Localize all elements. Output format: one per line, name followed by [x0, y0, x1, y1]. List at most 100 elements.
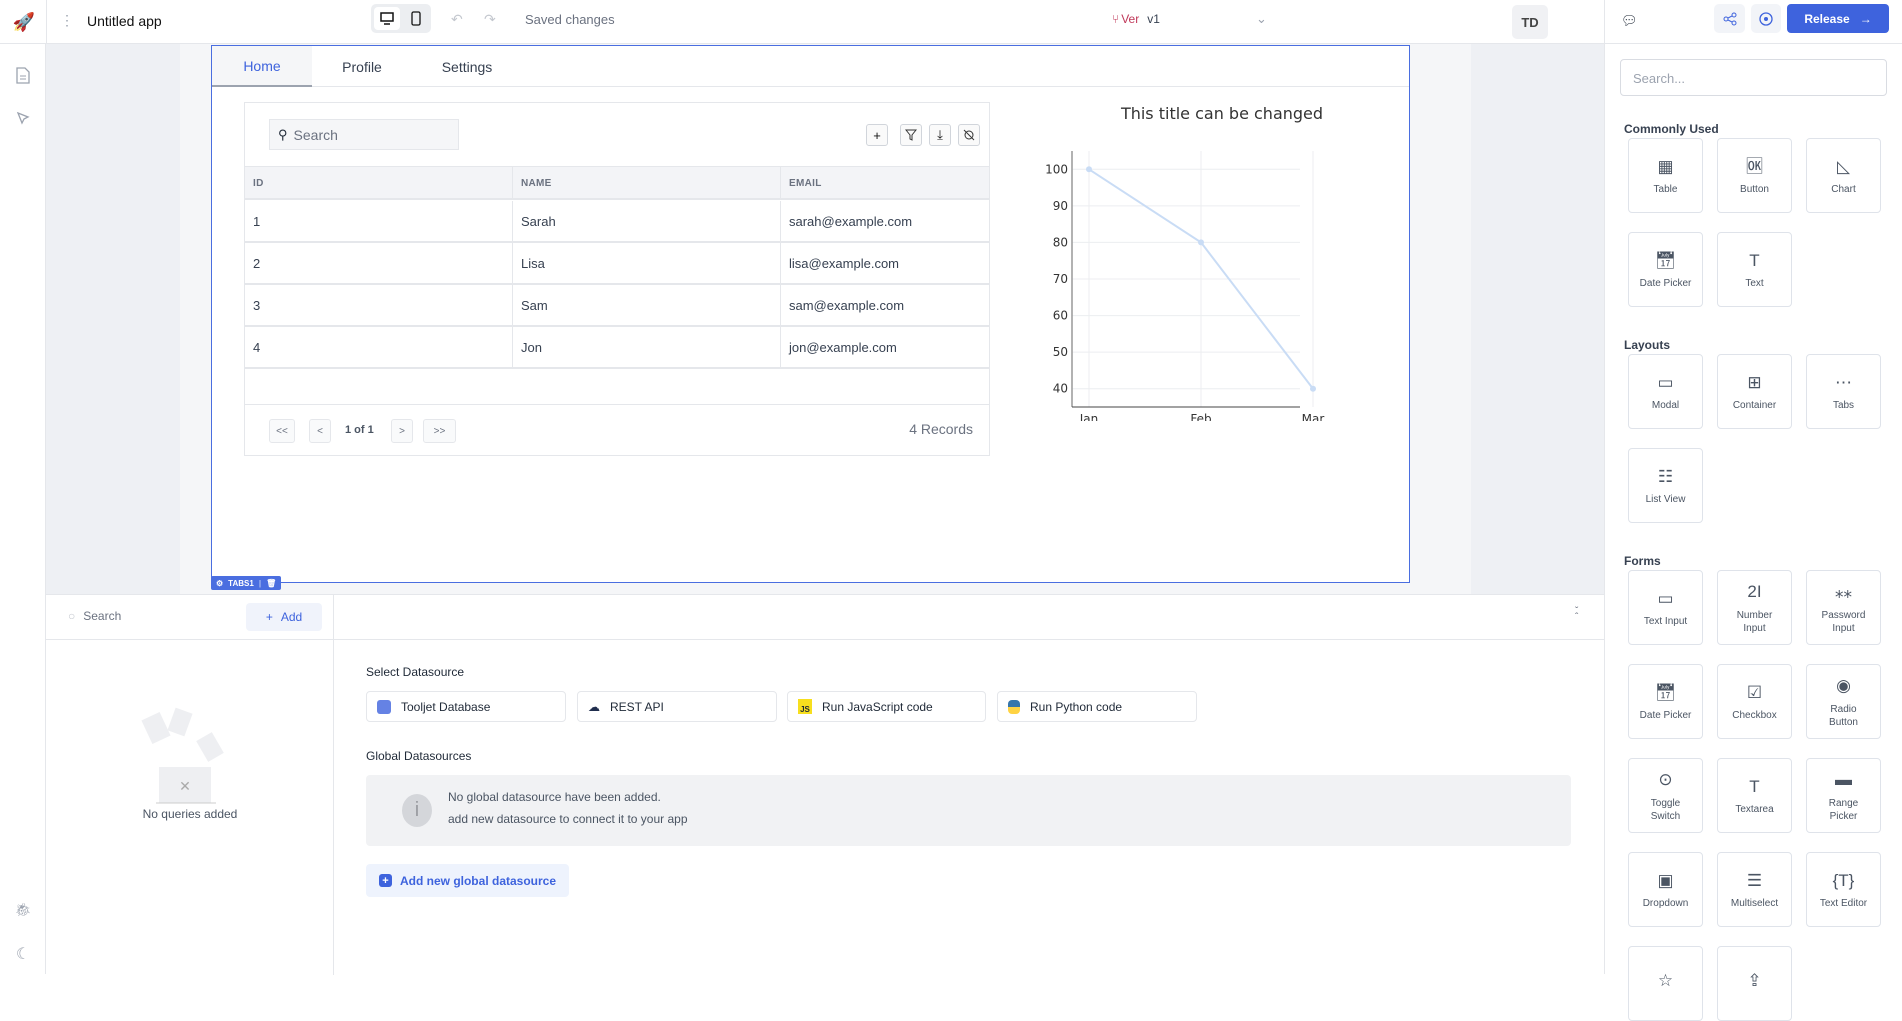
table-cell-id[interactable]: 2 — [245, 243, 513, 283]
modal-icon: ▭ — [1657, 372, 1674, 392]
table-cell-email[interactable]: lisa@example.com — [789, 255, 900, 271]
app-name[interactable]: Untitled app — [87, 13, 162, 29]
datasource-label: REST API — [610, 699, 664, 714]
column-header-id[interactable]: ID — [245, 167, 513, 199]
component-label: Password Input — [1821, 609, 1866, 634]
tab-profile[interactable]: Profile — [342, 58, 382, 75]
add-row-icon[interactable]: + — [866, 124, 888, 146]
table-cell-email[interactable]: jon@example.com — [789, 339, 897, 355]
table-row[interactable]: 3 Sam sam@example.com — [245, 285, 989, 327]
dark-mode-moon-icon[interactable]: ☾ — [15, 946, 31, 963]
component-card-range-picker[interactable]: ▬ Range Picker — [1806, 758, 1881, 833]
download-icon[interactable]: ⤓ — [929, 124, 951, 146]
last-page-button[interactable]: >> — [423, 419, 456, 443]
table-row[interactable]: 1 Sarah sarah@example.com — [245, 201, 989, 243]
component-card-button[interactable]: 🆗︎ Button — [1717, 138, 1792, 213]
menu-dots-icon[interactable]: ⋮ — [60, 12, 74, 28]
component-card-modal[interactable]: ▭ Modal — [1628, 354, 1703, 429]
desktop-icon[interactable] — [374, 7, 400, 30]
hide-columns-eye-off-icon[interactable] — [958, 124, 980, 146]
trash-icon[interactable]: 🗑︎ — [266, 578, 277, 588]
divider — [46, 0, 47, 44]
undo-icon[interactable]: ↶ — [451, 11, 463, 27]
table-cell-name[interactable]: Lisa — [513, 243, 781, 283]
component-search-input[interactable]: Search... — [1620, 59, 1887, 96]
comment-icon[interactable]: 💬︎ — [1621, 13, 1638, 28]
y-tick-label: 80 — [1053, 235, 1068, 249]
component-card-multiselect[interactable]: ☰ Multiselect — [1717, 852, 1792, 927]
add-global-datasource-button[interactable]: + Add new global datasource — [366, 864, 569, 897]
divider — [334, 639, 1604, 640]
table-cell-name[interactable]: Sam — [513, 285, 781, 325]
table-cell-id[interactable]: 1 — [245, 201, 513, 241]
component-card-toggle-switch[interactable]: ⊙ Toggle Switch — [1628, 758, 1703, 833]
component-card-text-input[interactable]: ▭ Text Input — [1628, 570, 1703, 645]
table-row[interactable]: 2 Lisa lisa@example.com — [245, 243, 989, 285]
preview-eye-icon[interactable] — [1751, 4, 1781, 33]
share-icon[interactable] — [1714, 4, 1745, 33]
filter-icon[interactable] — [900, 124, 922, 146]
version-selector[interactable]: ⑂ Ver v1 — [1112, 12, 1160, 26]
component-card-more[interactable]: ⇪ — [1717, 946, 1792, 1021]
component-card-dropdown[interactable]: ▣ Dropdown — [1628, 852, 1703, 927]
query-search-input[interactable]: ○ Search — [68, 609, 121, 623]
component-card-date-picker[interactable]: 📅︎ Date Picker — [1628, 664, 1703, 739]
component-card-text-editor[interactable]: {T} Text Editor — [1806, 852, 1881, 927]
redo-icon[interactable]: ↷ — [484, 11, 496, 27]
component-card-text[interactable]: T Text — [1717, 232, 1792, 307]
component-card-radio-button[interactable]: ◉ Radio Button — [1806, 664, 1881, 739]
next-page-button[interactable]: > — [391, 419, 413, 443]
component-card-checkbox[interactable]: ☑ Checkbox — [1717, 664, 1792, 739]
textarea-icon: T — [1749, 776, 1760, 796]
component-card-number-input[interactable]: 2I Number Input — [1717, 570, 1792, 645]
table-cell-id[interactable]: 4 — [245, 327, 513, 367]
pages-icon[interactable] — [12, 64, 34, 86]
component-label: Table — [1653, 184, 1678, 195]
component-card-table[interactable]: ▦ Table — [1628, 138, 1703, 213]
table-cell-email[interactable]: sam@example.com — [789, 297, 905, 313]
column-header-email[interactable]: EMAIL — [789, 177, 822, 189]
avatar[interactable]: TD — [1512, 5, 1548, 39]
component-card-tabs[interactable]: ⋯ Tabs — [1806, 354, 1881, 429]
debugger-bug-icon[interactable]: 🐞︎ — [14, 902, 32, 917]
release-button[interactable]: Release → — [1787, 4, 1889, 33]
datasource-python[interactable]: Run Python code — [997, 691, 1197, 722]
tabs-widget[interactable]: Home Profile Settings ⚲ Search + ⤓ ID NA… — [211, 45, 1410, 590]
add-label: Add — [280, 610, 303, 624]
component-card-more[interactable]: ☆ — [1628, 946, 1703, 1021]
table-cell-email[interactable]: sarah@example.com — [789, 213, 913, 229]
table-cell-name[interactable]: Sarah — [513, 201, 781, 241]
tabs-icon: ⋯ — [1835, 372, 1852, 392]
chevron-down-icon[interactable]: ⌄ — [1256, 11, 1267, 26]
line-chart: This title can be changed 40 50 60 70 80 90 100… — [1045, 104, 1324, 421]
tab-settings[interactable]: Settings — [441, 58, 493, 75]
button-icon: 🆗︎ — [1746, 156, 1763, 176]
add-query-button[interactable]: + Add — [246, 603, 322, 631]
table-row[interactable]: 4 Jon jon@example.com — [245, 327, 989, 369]
prev-page-button[interactable]: < — [309, 419, 331, 443]
component-card-password-input[interactable]: ⁎⁎ Password Input — [1806, 570, 1881, 645]
datasource-tooljet-database[interactable]: Tooljet Database — [366, 691, 566, 722]
table-header: ID NAME EMAIL — [245, 166, 989, 200]
global-datasources-title: Global Datasources — [366, 749, 472, 763]
mobile-icon[interactable] — [403, 7, 429, 30]
rocket-logo-icon[interactable]: 🚀 — [12, 11, 36, 32]
widget-badge[interactable]: ⚙ TABS1 | 🗑︎ — [211, 576, 282, 590]
datasource-rest-api[interactable]: ☁ REST API — [577, 691, 777, 722]
settings-gear-icon[interactable]: ⚙ — [216, 578, 224, 588]
table-search-input[interactable]: ⚲ Search — [269, 119, 459, 150]
datasource-javascript[interactable]: JS Run JavaScript code — [787, 691, 986, 722]
column-header-name[interactable]: NAME — [513, 167, 781, 199]
component-card-chart[interactable]: ◺ Chart — [1806, 138, 1881, 213]
table-cell-name[interactable]: Jon — [513, 327, 781, 367]
container-icon: ⊞ — [1747, 372, 1762, 392]
component-card-textarea[interactable]: T Textarea — [1717, 758, 1792, 833]
table-cell-id[interactable]: 3 — [245, 285, 513, 325]
first-page-button[interactable]: << — [269, 419, 295, 443]
tab-home[interactable]: Home — [212, 46, 312, 87]
component-card-container[interactable]: ⊞ Container — [1717, 354, 1792, 429]
component-card-list-view[interactable]: ☷ List View — [1628, 448, 1703, 523]
component-card-date-picker[interactable]: 📅︎ Date Picker — [1628, 232, 1703, 307]
inspector-cursor-icon[interactable] — [12, 107, 34, 129]
